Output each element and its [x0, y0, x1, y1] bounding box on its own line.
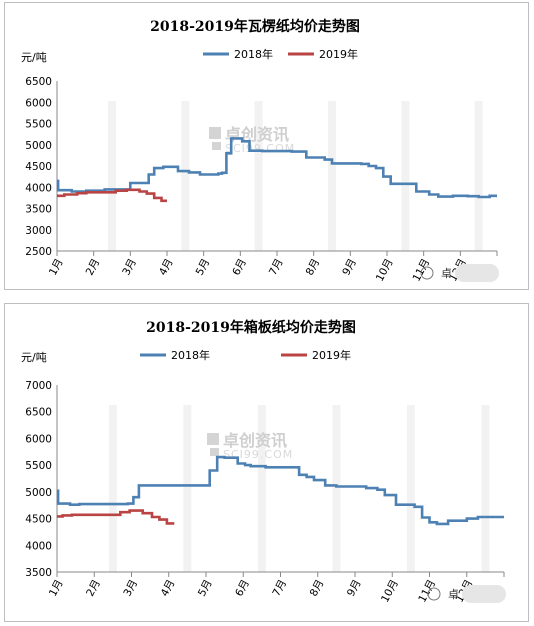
badge-blur-pill — [462, 585, 506, 603]
series-line-2018 — [56, 455, 504, 526]
legend-label-2018: 2018年 — [171, 348, 210, 362]
x-tick-label: 10月 — [379, 578, 401, 605]
y-tick-label: 4000 — [25, 182, 52, 194]
boxboard-paper-chart-panel: 2018-2019年箱板纸均价走势图元/吨 2018年 2019年卓创资讯 SCI99… — [4, 303, 529, 622]
watermark-logo-block-small — [210, 448, 219, 456]
x-tick-label: 8月 — [308, 578, 327, 599]
badge-text: 卓 — [441, 267, 452, 280]
legend-label-2018: 2018年 — [234, 47, 273, 61]
x-tick-label: 4月 — [157, 257, 176, 278]
y-tick-label: 5500 — [25, 119, 52, 131]
y-tick-label: 3500 — [25, 567, 52, 579]
x-tick-label: 10月 — [374, 257, 396, 284]
series-line-2018 — [56, 137, 497, 199]
corrugated-paper-chart-panel: 2018-2019年瓦楞纸均价走势图 元/吨 2018年 2019年 卓创资讯 SCI99… — [4, 2, 529, 290]
x-tick-label: 4月 — [159, 578, 178, 599]
watermark-logo-block — [209, 127, 221, 139]
x-tick-label: 1月 — [47, 257, 66, 278]
y-tick-label: 5000 — [25, 487, 52, 499]
watermark-logo-block-small — [212, 142, 221, 150]
wechat-badge-icon — [420, 266, 434, 280]
x-tick-label: 11月 — [416, 578, 438, 605]
x-tick-label: 1月 — [47, 578, 66, 599]
legend-label-2019: 2019年 — [319, 47, 358, 61]
x-tick-label: 2月 — [84, 257, 103, 278]
x-tick-label: 5月 — [196, 578, 215, 599]
y-tick-label: 4500 — [25, 514, 52, 526]
legend-label-2019: 2019年 — [312, 348, 351, 362]
watermark-logo-block — [207, 433, 219, 445]
badge-text: 卓 — [448, 588, 459, 601]
y-tick-label: 2500 — [25, 246, 52, 258]
x-tick-label: 3月 — [120, 257, 139, 278]
wechat-badge-icon — [427, 587, 441, 601]
watermark-site: SCI99.COM — [223, 448, 293, 461]
y-tick-label: 7000 — [25, 380, 52, 392]
x-tick-label: 6月 — [230, 257, 249, 278]
y-tick-label: 4500 — [25, 161, 52, 173]
x-tick-label: 9月 — [340, 257, 359, 278]
y-tick-label: 4000 — [25, 540, 52, 552]
y-tick-label: 5500 — [25, 460, 52, 472]
x-tick-label: 9月 — [345, 578, 364, 599]
x-tick-label: 7月 — [267, 257, 286, 278]
watermark-brand: 卓创资讯 — [223, 431, 287, 450]
series-line-2019 — [57, 188, 167, 203]
x-tick-label: 7月 — [270, 578, 289, 599]
series-line-2019 — [57, 509, 175, 525]
y-tick-label: 5000 — [25, 140, 52, 152]
y-axis-unit-label: 元/吨 — [21, 351, 47, 364]
x-tick-label: 5月 — [194, 257, 213, 278]
x-tick-label: 2月 — [84, 578, 103, 599]
x-tick-label: 8月 — [304, 257, 323, 278]
watermark-site: SCI99.COM — [225, 142, 295, 155]
badge-blur-pill — [455, 264, 499, 282]
y-tick-label: 3000 — [25, 225, 52, 237]
chart-title: 2018-2019年箱板纸均价走势图 — [146, 319, 356, 336]
y-tick-label: 6000 — [25, 433, 52, 445]
y-tick-label: 6500 — [25, 407, 52, 419]
chart-title: 2018-2019年瓦楞纸均价走势图 — [150, 18, 360, 35]
y-tick-label: 6500 — [25, 76, 52, 88]
x-tick-label: 6月 — [233, 578, 252, 599]
y-tick-label: 3500 — [25, 204, 52, 216]
x-tick-label: 3月 — [121, 578, 140, 599]
y-tick-label: 6000 — [25, 97, 52, 109]
y-axis-unit-label: 元/吨 — [21, 51, 47, 64]
